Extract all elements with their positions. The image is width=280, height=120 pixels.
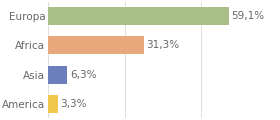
Text: 6,3%: 6,3%: [70, 70, 96, 80]
Bar: [48, 7, 229, 25]
Bar: [48, 36, 144, 54]
Text: 3,3%: 3,3%: [60, 99, 87, 109]
Bar: [48, 66, 67, 84]
Bar: [48, 95, 58, 113]
Text: 31,3%: 31,3%: [146, 40, 179, 50]
Text: 59,1%: 59,1%: [232, 11, 265, 21]
